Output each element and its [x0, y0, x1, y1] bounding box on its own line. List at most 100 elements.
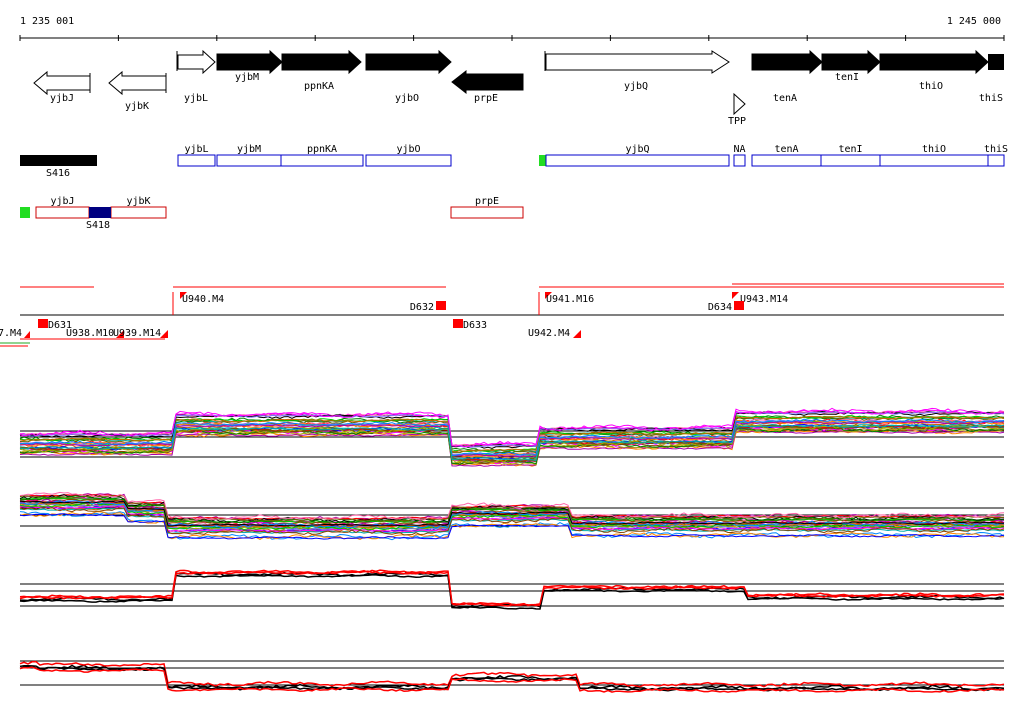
expression-trace [19, 424, 1005, 463]
reverse-region-track: yjbJ yjbK prpE S418 [20, 196, 524, 231]
expression-trace [19, 424, 1005, 461]
gene-label-ppnKA: ppnKA [304, 81, 334, 92]
gene-arrow-ppnKA[interactable] [281, 49, 362, 75]
expression-trace [19, 494, 1005, 522]
start-marker-reverse [20, 207, 30, 218]
region-bar-S418[interactable] [89, 207, 111, 218]
expression-panel-forward-selected[interactable] [19, 569, 1005, 610]
segment-label-D634: D634 [708, 302, 732, 313]
expression-trace [19, 418, 1005, 457]
expression-trace [19, 570, 1005, 607]
forward-region-boxes: yjbL yjbM ppnKA yjbO yjbQ NA tenA tenI thiO thiS [177, 144, 1008, 167]
segment-label-U941: U941.M16 [546, 294, 594, 305]
expression-trace [19, 506, 1005, 533]
expression-panel-reverse-all[interactable] [19, 491, 1005, 541]
expression-trace [19, 407, 1005, 447]
forward-box-label: yjbM [237, 144, 261, 155]
ruler-end-label: 1 245 000 [947, 16, 1001, 27]
forward-box-label: ppnKA [307, 144, 337, 155]
segment-marker-U940[interactable] [180, 292, 187, 299]
segment-marker-U941[interactable] [545, 292, 552, 299]
segment-marker-D632[interactable] [436, 301, 446, 310]
gene-arrow-tenI[interactable] [821, 49, 881, 75]
forward-box-label: thiO [922, 144, 946, 155]
gene-arrow-thiS[interactable] [988, 54, 1004, 70]
expression-trace [19, 506, 1005, 536]
ruler-ticks [19, 35, 1005, 41]
segment-label-U943: U943.M14 [740, 294, 788, 305]
expression-trace [19, 415, 1005, 453]
forward-box-thiO[interactable] [879, 154, 989, 167]
gene-arrow-tenA[interactable] [751, 49, 823, 75]
forward-box-tenA[interactable] [751, 154, 822, 167]
reverse-box-yjbJ[interactable] [35, 206, 90, 219]
region-bar-S416[interactable] [20, 155, 97, 166]
reverse-box-label: yjbK [126, 196, 150, 207]
gene-arrow-yjbQ[interactable] [545, 50, 730, 74]
gene-label-tenA: tenA [773, 93, 797, 104]
forward-box-yjbM[interactable] [216, 154, 282, 167]
forward-box-tenI[interactable] [820, 154, 881, 167]
forward-box-NA[interactable] [733, 154, 746, 167]
gene-label-TPP: TPP [728, 116, 746, 127]
gene-track: yjbJ yjbK yjbL yjbM ppnKA yjbO prpE yjbQ… [33, 49, 1004, 127]
reverse-box-label: prpE [475, 196, 499, 207]
forward-box-yjbQ[interactable] [545, 154, 730, 167]
expression-trace [19, 495, 1005, 524]
gene-arrow-prpE[interactable] [451, 69, 524, 95]
expression-trace [19, 423, 1005, 462]
reverse-box-label: yjbJ [50, 196, 74, 207]
coordinate-ruler: 1 235 001 1 245 000 [19, 16, 1005, 41]
segment-marker-D633[interactable] [453, 319, 463, 328]
segment-marker-D631[interactable] [38, 319, 48, 328]
expression-trace [19, 498, 1005, 526]
segment-track: U940.M4 U941.M16 U943.M14 D632 D634 D631… [0, 283, 1004, 347]
expression-trace [19, 500, 1005, 527]
reverse-box-yjbK[interactable] [110, 206, 167, 219]
expression-trace [19, 574, 1005, 610]
gene-label-yjbL: yjbL [184, 93, 208, 104]
gene-label-yjbJ: yjbJ [50, 93, 74, 104]
segment-label-U942: U942.M4 [528, 328, 570, 339]
region-label-S416: S416 [46, 168, 70, 179]
expression-trace [19, 664, 1005, 692]
region-label-S418: S418 [86, 220, 110, 231]
forward-box-label: yjbQ [625, 144, 649, 155]
gene-label-yjbO: yjbO [395, 93, 419, 104]
segment-label-U940: U940.M4 [182, 294, 224, 305]
segment-marker-U942[interactable] [573, 330, 581, 338]
segment-label-U939: U939.M14 [113, 328, 161, 339]
segment-marker-D634[interactable] [734, 301, 744, 310]
forward-box-ppnKA[interactable] [280, 154, 364, 167]
forward-box-thiS[interactable] [987, 154, 1005, 167]
gene-arrow-yjbM[interactable] [216, 49, 283, 75]
expression-trace [19, 420, 1005, 458]
forward-box-label: NA [733, 144, 745, 155]
forward-region-track: S416 yjbL yjbM ppnKA yjbO yjbQ NA tenA tenI thiO… [20, 144, 1008, 179]
expression-trace [19, 571, 1005, 609]
expression-panel-forward-all[interactable] [19, 407, 1005, 467]
gene-arrow-yjbO[interactable] [365, 49, 452, 75]
expression-trace [19, 511, 1005, 540]
gene-arrow-yjbK[interactable] [108, 70, 167, 96]
gene-label-tenI: tenI [835, 72, 859, 83]
forward-box-yjbO[interactable] [365, 154, 452, 167]
segment-marker-U939[interactable] [160, 330, 168, 338]
expression-trace [19, 666, 1005, 693]
gene-arrow-yjbL[interactable] [177, 49, 216, 75]
expression-panel-reverse-selected[interactable] [19, 660, 1005, 693]
gene-label-yjbM: yjbM [235, 72, 259, 83]
gene-arrow-yjbJ[interactable] [33, 70, 91, 96]
forward-box-yjbL[interactable] [177, 154, 216, 167]
expression-trace [19, 491, 1005, 521]
gene-label-yjbQ: yjbQ [624, 81, 648, 92]
forward-box-label: yjbL [184, 144, 208, 155]
reverse-box-prpE[interactable] [450, 206, 524, 219]
segment-marker-U943[interactable] [732, 292, 739, 299]
gene-arrow-thiO[interactable] [879, 49, 989, 75]
gene-arrow-TPP[interactable] [733, 92, 746, 116]
expression-trace [19, 411, 1005, 448]
segment-marker-7M4[interactable] [24, 331, 30, 338]
segment-marker-U938[interactable] [116, 330, 124, 338]
